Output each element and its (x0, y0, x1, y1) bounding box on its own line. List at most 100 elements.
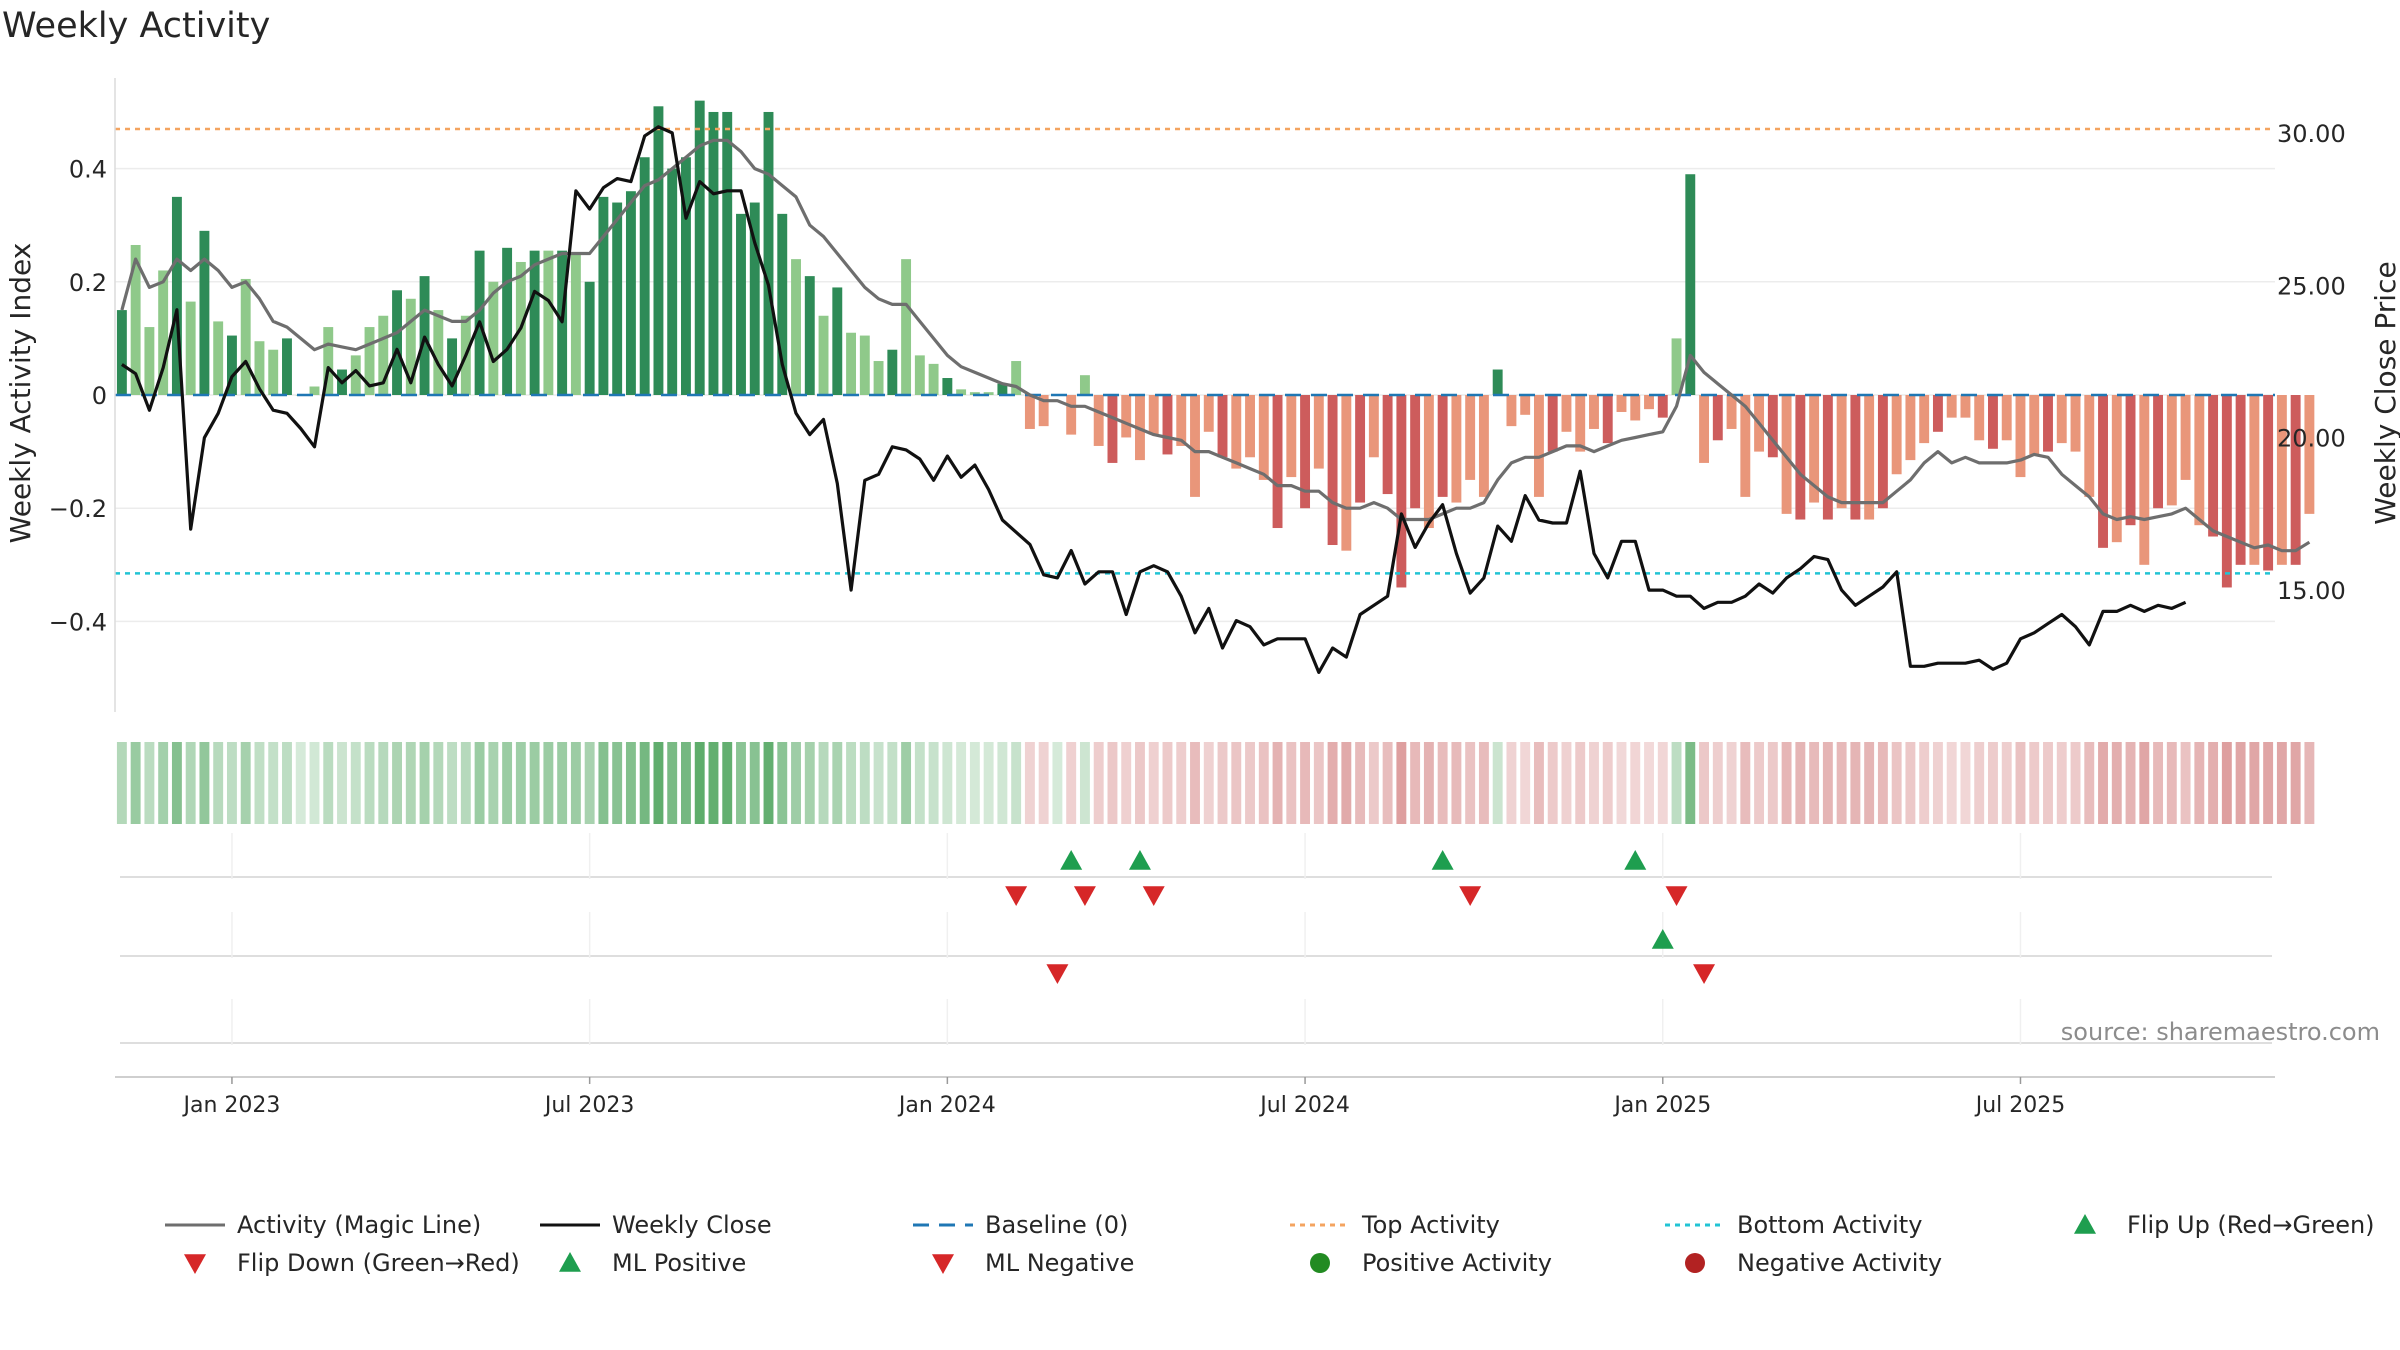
activity-bar (268, 349, 279, 395)
activity-bar (2001, 395, 2012, 441)
heat-strip-cell (2276, 742, 2287, 824)
x-tick-label: Jan 2023 (181, 1093, 280, 1118)
legend-swatch (1685, 1253, 1705, 1273)
activity-bar (199, 230, 210, 395)
heat-strip-cell (2208, 742, 2219, 824)
heat-strip-cell (2070, 742, 2081, 824)
heat-strip-cell (1864, 742, 1875, 824)
heat-strip-cell (1644, 742, 1654, 824)
activity-bar (859, 335, 870, 395)
heat-strip-cell (2125, 742, 2136, 824)
heat-strip-cell (1699, 742, 1709, 824)
y-axis-label: Weekly Activity Index (4, 243, 37, 544)
heat-strip-cell (1024, 742, 1035, 824)
activity-bar (832, 287, 843, 395)
heat-strip-cell (722, 742, 733, 824)
activity-bar (144, 327, 155, 395)
flip-down-marker (1665, 886, 1688, 906)
heat-strip-cell (1245, 742, 1255, 824)
heat-strip-cell (1671, 742, 1682, 824)
legend-label: Top Activity (1361, 1211, 1500, 1239)
activity-bar (1905, 395, 1916, 461)
activity-bar (1547, 395, 1558, 452)
heat-strip-cell (1657, 742, 1668, 824)
heat-strip-cell (1492, 742, 1503, 824)
activity-bar (1478, 395, 1489, 497)
activity-bar (378, 315, 389, 395)
heat-strip-cell (1575, 742, 1586, 824)
activity-bar (1382, 395, 1393, 495)
activity-bar (1877, 395, 1888, 509)
legend-swatch (932, 1254, 954, 1274)
heat-strip-cell (1809, 742, 1820, 824)
activity-bar (1781, 395, 1792, 514)
heat-strip-cell (1891, 742, 1902, 824)
activity-bar (846, 332, 857, 395)
activity-bar (997, 383, 1008, 395)
activity-bar (282, 338, 292, 395)
heat-strip-cell (2180, 742, 2191, 824)
activity-bar (1630, 395, 1641, 421)
heat-strip-cell (309, 742, 320, 824)
heat-strip-cell (1341, 742, 1352, 824)
heat-strip-cell (447, 742, 458, 824)
heat-strip-cell (2249, 742, 2260, 824)
legend-label: ML Negative (985, 1249, 1134, 1277)
activity-bar (1121, 395, 1132, 438)
activity-bar (1093, 395, 1104, 446)
heat-strip-cell (1327, 742, 1338, 824)
flip-up-marker (1624, 850, 1647, 870)
heat-strip-cell (708, 742, 719, 824)
source-note: source: sharemaestro.com (2061, 1018, 2380, 1046)
heat-strip-cell (653, 742, 664, 824)
y2-tick-label: 15.00 (2277, 577, 2346, 605)
activity-bar (708, 111, 719, 395)
activity-bar (1850, 395, 1861, 520)
flip-up-marker (1431, 850, 1454, 870)
heat-strip-cell (529, 742, 540, 824)
activity-bar (1671, 338, 1682, 395)
heat-strip-cell (2015, 742, 2026, 824)
heat-strip-cell (1630, 742, 1641, 824)
activity-bar (1423, 395, 1434, 529)
heat-strip-cell (2290, 742, 2301, 824)
heat-strip-cell (295, 742, 306, 824)
activity-bar (763, 111, 774, 395)
heat-strip-cell (1011, 742, 1022, 824)
heat-strip-cell (488, 742, 499, 824)
activity-bar (1258, 395, 1269, 480)
activity-bar (1520, 395, 1531, 415)
activity-bar (818, 315, 829, 395)
heat-strip-cell (667, 742, 678, 824)
activity-bar (1616, 395, 1627, 412)
heat-strip-cell (337, 742, 347, 824)
activity-bar (639, 157, 650, 395)
heat-strip-cell (1478, 742, 1489, 824)
y-tick-label: −0.4 (49, 608, 107, 636)
y-tick-label: −0.2 (49, 495, 107, 523)
heat-strip-cell (1093, 742, 1104, 824)
legend-label: Baseline (0) (985, 1211, 1128, 1239)
heat-strip-cell (1767, 742, 1778, 824)
ml-negative-marker (1693, 964, 1716, 984)
activity-bar (1644, 395, 1654, 410)
heat-strip-cell (1410, 742, 1421, 824)
heat-strip-cell (681, 742, 691, 824)
activity-bar (1946, 395, 1957, 418)
activity-bar (1575, 395, 1586, 452)
activity-bar (2263, 395, 2274, 571)
activity-bar (667, 168, 678, 395)
activity-bar (777, 213, 788, 395)
heat-strip-cell (1258, 742, 1269, 824)
activity-bars (116, 100, 2315, 588)
legend-label: Flip Up (Red→Green) (2127, 1211, 2375, 1239)
activity-bar (1988, 395, 1998, 449)
heat-strip-cell (2166, 742, 2177, 824)
legend-label: Bottom Activity (1737, 1211, 1922, 1239)
activity-bar (2194, 395, 2205, 526)
heat-strip-cell (158, 742, 169, 824)
heat-strip-cell (502, 742, 513, 824)
heat-strip-cell (1506, 742, 1517, 824)
legend-swatch (184, 1254, 206, 1274)
heat-strip-cell (1038, 742, 1049, 824)
